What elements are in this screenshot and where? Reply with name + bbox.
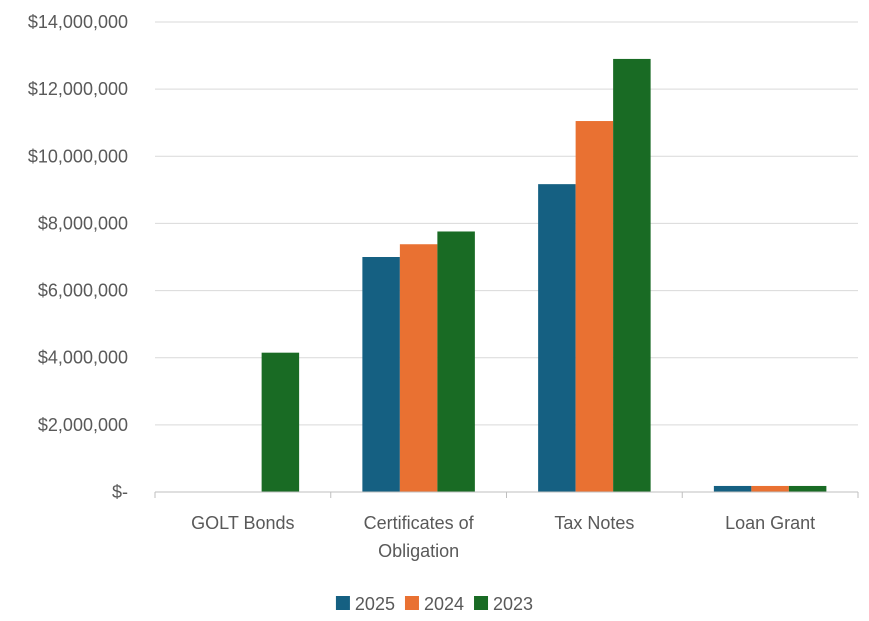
bar-2025-1 xyxy=(362,257,400,492)
bar-2024-1 xyxy=(399,244,438,492)
legend-swatch-2024 xyxy=(404,596,419,610)
bar-2025-3 xyxy=(713,485,752,492)
y-tick-label: $- xyxy=(112,482,128,502)
bars xyxy=(261,58,827,493)
y-tick-label: $14,000,000 xyxy=(28,12,128,32)
y-axis-tick-labels: $- $2,000,000 $4,000,000 $6,000,000 $8,000,0… xyxy=(28,12,128,502)
x-axis-category-labels: GOLT Bonds Certificates of Obligation Tax N… xyxy=(191,513,815,561)
y-tick-label: $4,000,000 xyxy=(38,348,128,368)
y-tick-label: $10,000,000 xyxy=(28,146,128,166)
x-category-label: Obligation xyxy=(378,541,459,561)
x-category-label: Tax Notes xyxy=(554,513,634,533)
bar-2024-3 xyxy=(751,485,789,492)
gridlines xyxy=(155,21,858,426)
x-category-label: Certificates of xyxy=(364,513,475,533)
y-tick-label: $8,000,000 xyxy=(38,213,128,233)
y-tick-label: $2,000,000 xyxy=(38,415,128,435)
legend: 2025 2024 2023 xyxy=(335,594,533,614)
legend-label-2023: 2023 xyxy=(493,594,533,614)
bar-2023-2 xyxy=(613,58,651,493)
y-tick-label: $6,000,000 xyxy=(38,281,128,301)
x-category-label: GOLT Bonds xyxy=(191,513,294,533)
legend-swatch-2025 xyxy=(335,596,350,610)
x-category-label: Loan Grant xyxy=(725,513,815,533)
bar-2024-2 xyxy=(575,121,614,493)
legend-swatch-2023 xyxy=(474,596,489,610)
bar-2023-3 xyxy=(788,485,827,492)
legend-label-2025: 2025 xyxy=(355,594,395,614)
bar-2025-2 xyxy=(538,184,576,492)
y-tick-label: $12,000,000 xyxy=(28,79,128,99)
x-axis xyxy=(154,491,859,498)
legend-label-2024: 2024 xyxy=(424,594,464,614)
bar-2023-1 xyxy=(437,231,475,492)
bar-2023-0 xyxy=(261,352,300,492)
